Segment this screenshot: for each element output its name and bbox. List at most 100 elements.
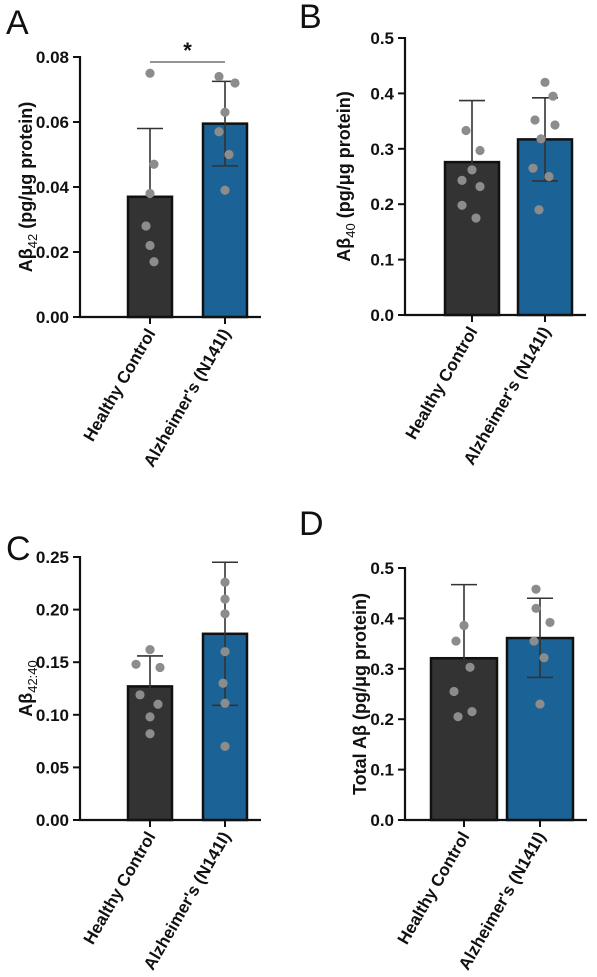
panel-letter: D [299,505,324,543]
y-axis-title-unit: (pg/μg protein) [334,91,354,223]
panel-a: A 0.00 0.02 0.04 0.06 0.08 * Healthy ControlAlz… [6,4,261,470]
y-axis-title: Aβ42:40 [16,660,40,717]
category-label: Healthy Control [394,829,474,948]
data-point [534,205,544,215]
significance-star: * [183,38,192,63]
y-tick-label: 0.1 [370,761,394,780]
data-point [230,78,240,88]
data-point [457,175,467,185]
data-point [467,165,477,175]
data-point [528,163,538,173]
category-label: Healthy Control [402,324,482,443]
y-tick-label: 0.00 [36,811,69,830]
data-point [145,729,155,739]
data-point [540,77,550,87]
y-tick-label: 0.15 [36,653,69,672]
data-point [145,644,155,655]
y-axis-title-main: Total Aβ [350,725,370,795]
data-point [155,662,165,673]
data-point [544,171,554,182]
data-point [145,188,155,199]
y-axis-title: Aβ40 (pg/μg protein) [334,91,358,261]
data-point [141,221,151,231]
y-tick-label: 0.06 [36,113,69,132]
data-point [449,686,459,697]
category-label: Alzheimer's (N141I) [140,326,235,471]
panel-d: D 0.0 0.1 0.2 0.3 0.4 0.5 Healthy ControlAlzhei… [299,505,587,973]
y-tick-label: 0.00 [36,308,69,327]
data-point [475,145,485,156]
y-axis-title-main: Aβ [334,238,354,262]
data-point [471,213,481,223]
data-point [529,636,539,646]
data-point [214,127,224,137]
data-point [220,647,230,657]
y-tick-label: 0.2 [370,710,394,729]
data-point [467,707,477,717]
data-point [459,620,469,631]
data-point [220,577,230,587]
data-point [131,659,141,669]
y-tick-label: 0.5 [370,559,394,578]
y-tick-label: 0.3 [370,140,394,159]
y-axis-title-main: Aβ [16,693,36,717]
panel-letter: A [6,4,29,42]
category-label: Healthy Control [80,829,160,948]
panel-c: C 0.00 0.05 0.10 0.15 0.20 0.25 Healthy Control… [6,530,261,973]
data-point [135,690,145,700]
data-point [535,699,545,709]
y-axis-title-subscript: 42:40 [25,660,40,693]
data-point [548,91,558,101]
y-tick-label: 0.2 [370,195,394,214]
y-axis-title-unit: (pg/μg protein) [16,102,36,234]
data-point [220,741,230,751]
data-point [531,603,541,613]
y-tick-label: 0.20 [36,601,69,620]
data-point [536,134,546,144]
y-tick-label: 0.3 [370,660,394,679]
y-tick-label: 0.04 [36,178,70,197]
data-point [224,149,234,160]
y-tick-label: 0.02 [36,243,69,262]
data-point [545,617,555,628]
data-point [218,678,228,688]
y-axis-title-subscript: 42 [25,234,40,248]
category-label: Healthy Control [80,326,160,445]
data-point [461,125,471,136]
panel-letter: C [6,530,31,568]
data-point [475,181,485,192]
category-label: Alzheimer's (N141I) [140,829,235,974]
y-tick-label: 0.25 [36,548,69,567]
y-axis-title: Total Aβ (pg/μg protein) [350,593,370,795]
data-point [145,712,155,722]
y-tick-label: 0.4 [370,84,394,103]
data-point [550,120,560,130]
data-point [149,159,159,169]
data-point [145,240,155,251]
data-point [214,71,224,82]
data-point [220,185,230,195]
data-point [145,68,155,78]
data-point [531,584,541,594]
data-point [220,107,230,117]
data-point [453,712,463,722]
data-point [220,609,230,619]
data-point [451,636,461,646]
y-axis-title-subscript: 40 [343,223,358,237]
y-axis-title-unit: (pg/μg protein) [350,593,370,725]
data-point [465,662,475,672]
y-axis-title-main: Aβ [16,248,36,272]
y-tick-label: 0.10 [36,706,69,725]
data-point [220,594,230,604]
data-point [220,698,230,708]
y-tick-label: 0.4 [370,609,394,628]
data-point [149,257,159,267]
y-tick-label: 0.0 [370,811,394,830]
category-label: Alzheimer's (N141I) [455,829,550,974]
y-tick-label: 0.08 [36,48,69,67]
data-point [457,200,467,210]
panel-letter: B [299,0,322,36]
y-tick-label: 0.5 [370,29,394,48]
